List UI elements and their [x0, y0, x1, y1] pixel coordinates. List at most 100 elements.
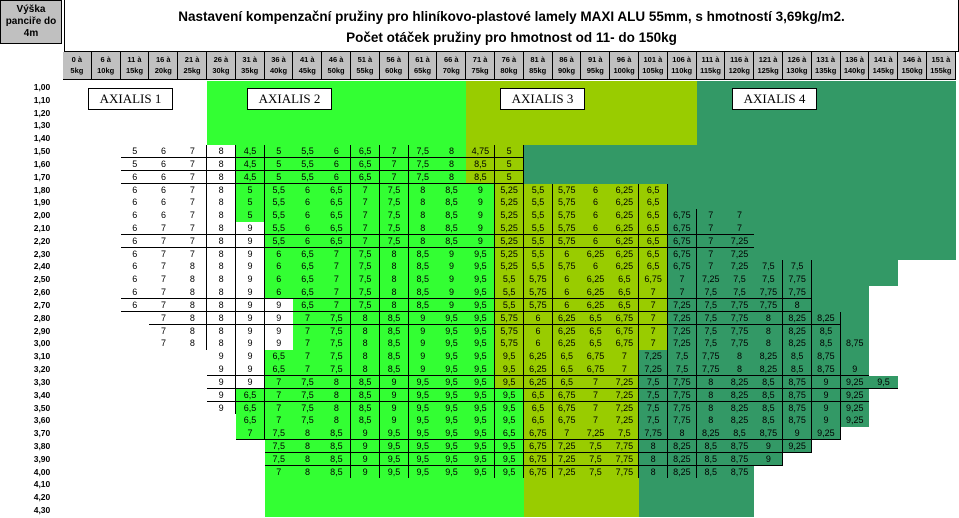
zone-cell	[840, 491, 870, 505]
zone-cell	[927, 350, 957, 364]
zone-cell	[754, 209, 784, 223]
zone-cell	[725, 119, 755, 133]
weight-from: 81 à	[530, 55, 545, 64]
zone-cell	[840, 170, 870, 185]
value-cell: 9,5	[495, 350, 525, 364]
zone-cell	[783, 196, 813, 210]
weight-from: 116 à	[730, 55, 749, 64]
value-cell: 8,5	[754, 401, 784, 415]
zone-cell	[927, 401, 957, 415]
zone-cell	[207, 106, 237, 120]
value-cell: 9,5	[466, 414, 496, 428]
zone-cell	[351, 93, 381, 108]
zone-cell	[178, 363, 208, 377]
value-cell: 8	[725, 350, 755, 364]
value-cell: 6	[264, 247, 294, 261]
weight-header: 136 à 140kg	[840, 52, 870, 80]
zone-cell	[523, 119, 554, 133]
value-cell: 9,25	[840, 414, 870, 428]
value-cell: 7	[552, 427, 582, 441]
zone-cell	[811, 132, 842, 146]
zone-cell	[63, 119, 93, 133]
value-cell: 9	[235, 324, 266, 338]
zone-cell	[840, 157, 870, 172]
value-cell: 8,75	[811, 363, 842, 377]
value-cell: 9	[235, 247, 266, 261]
value-cell: 7	[149, 222, 179, 236]
weight-to: 145kg	[872, 66, 894, 75]
value-cell: 7,75	[667, 375, 698, 390]
zone-cell	[840, 209, 870, 223]
value-cell: 9,5	[437, 337, 467, 351]
zone-cell	[466, 81, 496, 95]
weight-to: 15kg	[125, 66, 144, 75]
value-cell: 6	[120, 260, 150, 274]
zone-cell	[91, 157, 122, 172]
zone-cell	[91, 465, 122, 479]
weight-to: 10kg	[97, 66, 115, 75]
zone-cell	[869, 222, 899, 236]
value-cell: 5,5	[523, 183, 554, 197]
value-cell: 8	[207, 157, 237, 172]
value-cell: 7	[178, 209, 208, 223]
value-cell: 9	[754, 439, 784, 454]
value-cell: 9	[235, 311, 266, 326]
zone-cell	[63, 157, 93, 172]
value-cell: 9,25	[811, 427, 842, 441]
zone-cell	[927, 491, 957, 505]
value-cell: 7	[149, 337, 179, 351]
value-cell: 9,5	[466, 337, 496, 351]
value-cell: 6	[322, 170, 352, 185]
value-cell: 8	[293, 465, 323, 479]
value-cell: 8,5	[811, 337, 842, 351]
weight-header: 111 à 115kg	[696, 52, 726, 80]
value-cell: 9,5	[408, 452, 438, 467]
value-cell: 5	[495, 157, 525, 172]
zone-cell	[63, 247, 93, 261]
zone-cell	[581, 81, 611, 95]
zone-cell	[783, 452, 813, 467]
zone-cell	[63, 491, 93, 505]
weight-from: 66 à	[443, 55, 459, 64]
zone-cell	[63, 439, 93, 454]
value-cell: 7,5	[639, 414, 669, 428]
zone-cell	[120, 414, 150, 428]
weight-from: 126 à	[787, 55, 807, 64]
zone-cell	[639, 132, 669, 146]
zone-cell	[552, 491, 582, 505]
weight-to: 20kg	[154, 66, 172, 75]
value-cell: 9,5	[495, 465, 525, 479]
value-cell: 6,25	[610, 183, 640, 197]
zone-cell	[840, 452, 870, 467]
value-cell: 7,75	[725, 337, 755, 351]
zone-cell	[91, 298, 122, 313]
value-cell: 5,75	[552, 222, 582, 236]
value-cell: 6,25	[610, 260, 640, 274]
value-cell: 7,5	[581, 465, 611, 479]
value-cell: 5,5	[523, 222, 554, 236]
value-cell: 7	[178, 247, 208, 261]
value-cell: 6,25	[610, 196, 640, 210]
value-cell: 6,75	[639, 273, 669, 287]
value-cell: 7	[293, 311, 323, 326]
value-cell: 8	[351, 337, 381, 351]
zone-cell	[379, 478, 410, 492]
zone-cell	[754, 183, 784, 197]
weight-from: 0 à	[71, 55, 83, 64]
row-label: 2,70	[33, 299, 51, 310]
weight-to: 90kg	[557, 66, 576, 75]
row-label: 3,40	[33, 389, 51, 400]
zone-cell	[898, 363, 928, 377]
zone-cell	[927, 93, 957, 108]
value-cell: 8,75	[725, 439, 755, 454]
zone-cell	[495, 478, 525, 492]
zone-cell	[178, 93, 208, 108]
zone-cell	[869, 311, 899, 326]
value-cell: 7,75	[725, 298, 755, 313]
value-cell: 6,5	[639, 196, 669, 210]
value-cell: 7	[149, 247, 179, 261]
zone-cell	[552, 157, 582, 172]
value-cell: 5,5	[264, 196, 294, 210]
zone-cell	[927, 298, 957, 313]
zone-cell	[840, 81, 870, 95]
